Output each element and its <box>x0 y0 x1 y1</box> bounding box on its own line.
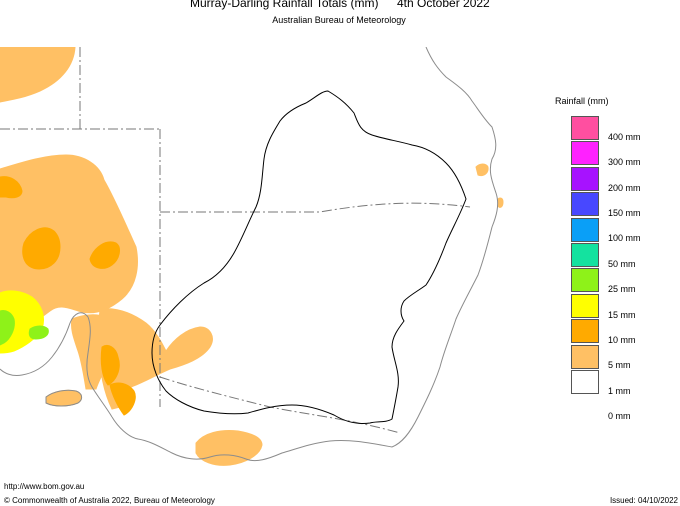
legend-label: 25 mm <box>608 284 636 295</box>
map-subtitle-text: Australian Bureau of Meteorology <box>272 15 406 25</box>
rainfall-1mm-areas <box>0 47 504 466</box>
legend-swatch <box>571 293 599 318</box>
rain-15mm-eyre-east <box>28 325 49 340</box>
legend-label: 200 mm <box>608 182 641 193</box>
rain-5mm-sa-east <box>89 241 120 269</box>
legend-label: 50 mm <box>608 258 636 269</box>
legend-swatch <box>571 141 599 166</box>
rainfall-5mm-areas <box>0 176 136 416</box>
rain-area-east-coast-1 <box>475 163 489 176</box>
legend-label: 400 mm <box>608 131 641 142</box>
rainfall-map <box>0 47 540 479</box>
coast-gulf <box>0 312 113 418</box>
legend-swatch <box>571 192 599 217</box>
legend-label: 300 mm <box>608 157 641 168</box>
legend-swatch <box>571 344 599 369</box>
map-subtitle: Australian Bureau of Meteorology <box>0 15 680 25</box>
legend-swatch <box>571 268 599 293</box>
rain-5mm-sa-centre <box>22 227 61 270</box>
rain-5mm-gulf-east <box>100 344 120 386</box>
rain-area-east-coast-2 <box>497 197 504 208</box>
legend-swatch <box>571 217 599 242</box>
rain-area-north-west <box>0 47 76 103</box>
legend-swatch <box>571 319 599 344</box>
legend-label: 10 mm <box>608 334 636 345</box>
rain-area-south-east-sa <box>98 308 213 410</box>
rain-5mm-se-coast <box>109 382 136 416</box>
rain-15mm-eyre-west <box>0 310 15 346</box>
coast-kangaroo-island <box>45 389 83 407</box>
legend-label: 1 mm <box>608 385 631 396</box>
rain-5mm-sa-north <box>0 176 23 199</box>
legend-label: 15 mm <box>608 309 636 320</box>
coastline <box>0 47 499 462</box>
legend-swatch <box>571 116 599 140</box>
legend-label: 0 mm <box>608 411 631 422</box>
copyright-notice: © Commonwealth of Australia 2022, Bureau… <box>4 496 215 505</box>
legend-swatch <box>571 243 599 267</box>
source-url: http://www.bom.gov.au <box>4 482 85 491</box>
legend-label: 5 mm <box>608 360 631 371</box>
basin-outline <box>151 90 467 424</box>
legend-swatch <box>571 370 599 394</box>
map-date: 4th October 2022 <box>397 0 490 10</box>
legend-title: Rainfall (mm) <box>555 96 609 106</box>
map-title-text: Murray-Darling Rainfall Totals (mm) <box>190 0 379 10</box>
rainfall-15mm-areas <box>0 310 49 346</box>
issued-date: Issued: 04/10/2022 <box>609 496 678 505</box>
legend-label: 150 mm <box>608 207 641 218</box>
coast-east <box>391 47 499 448</box>
legend-swatch <box>571 166 599 191</box>
legend-label: 100 mm <box>608 233 641 244</box>
coast-south <box>111 416 393 462</box>
border-qld-nsw <box>160 202 471 213</box>
